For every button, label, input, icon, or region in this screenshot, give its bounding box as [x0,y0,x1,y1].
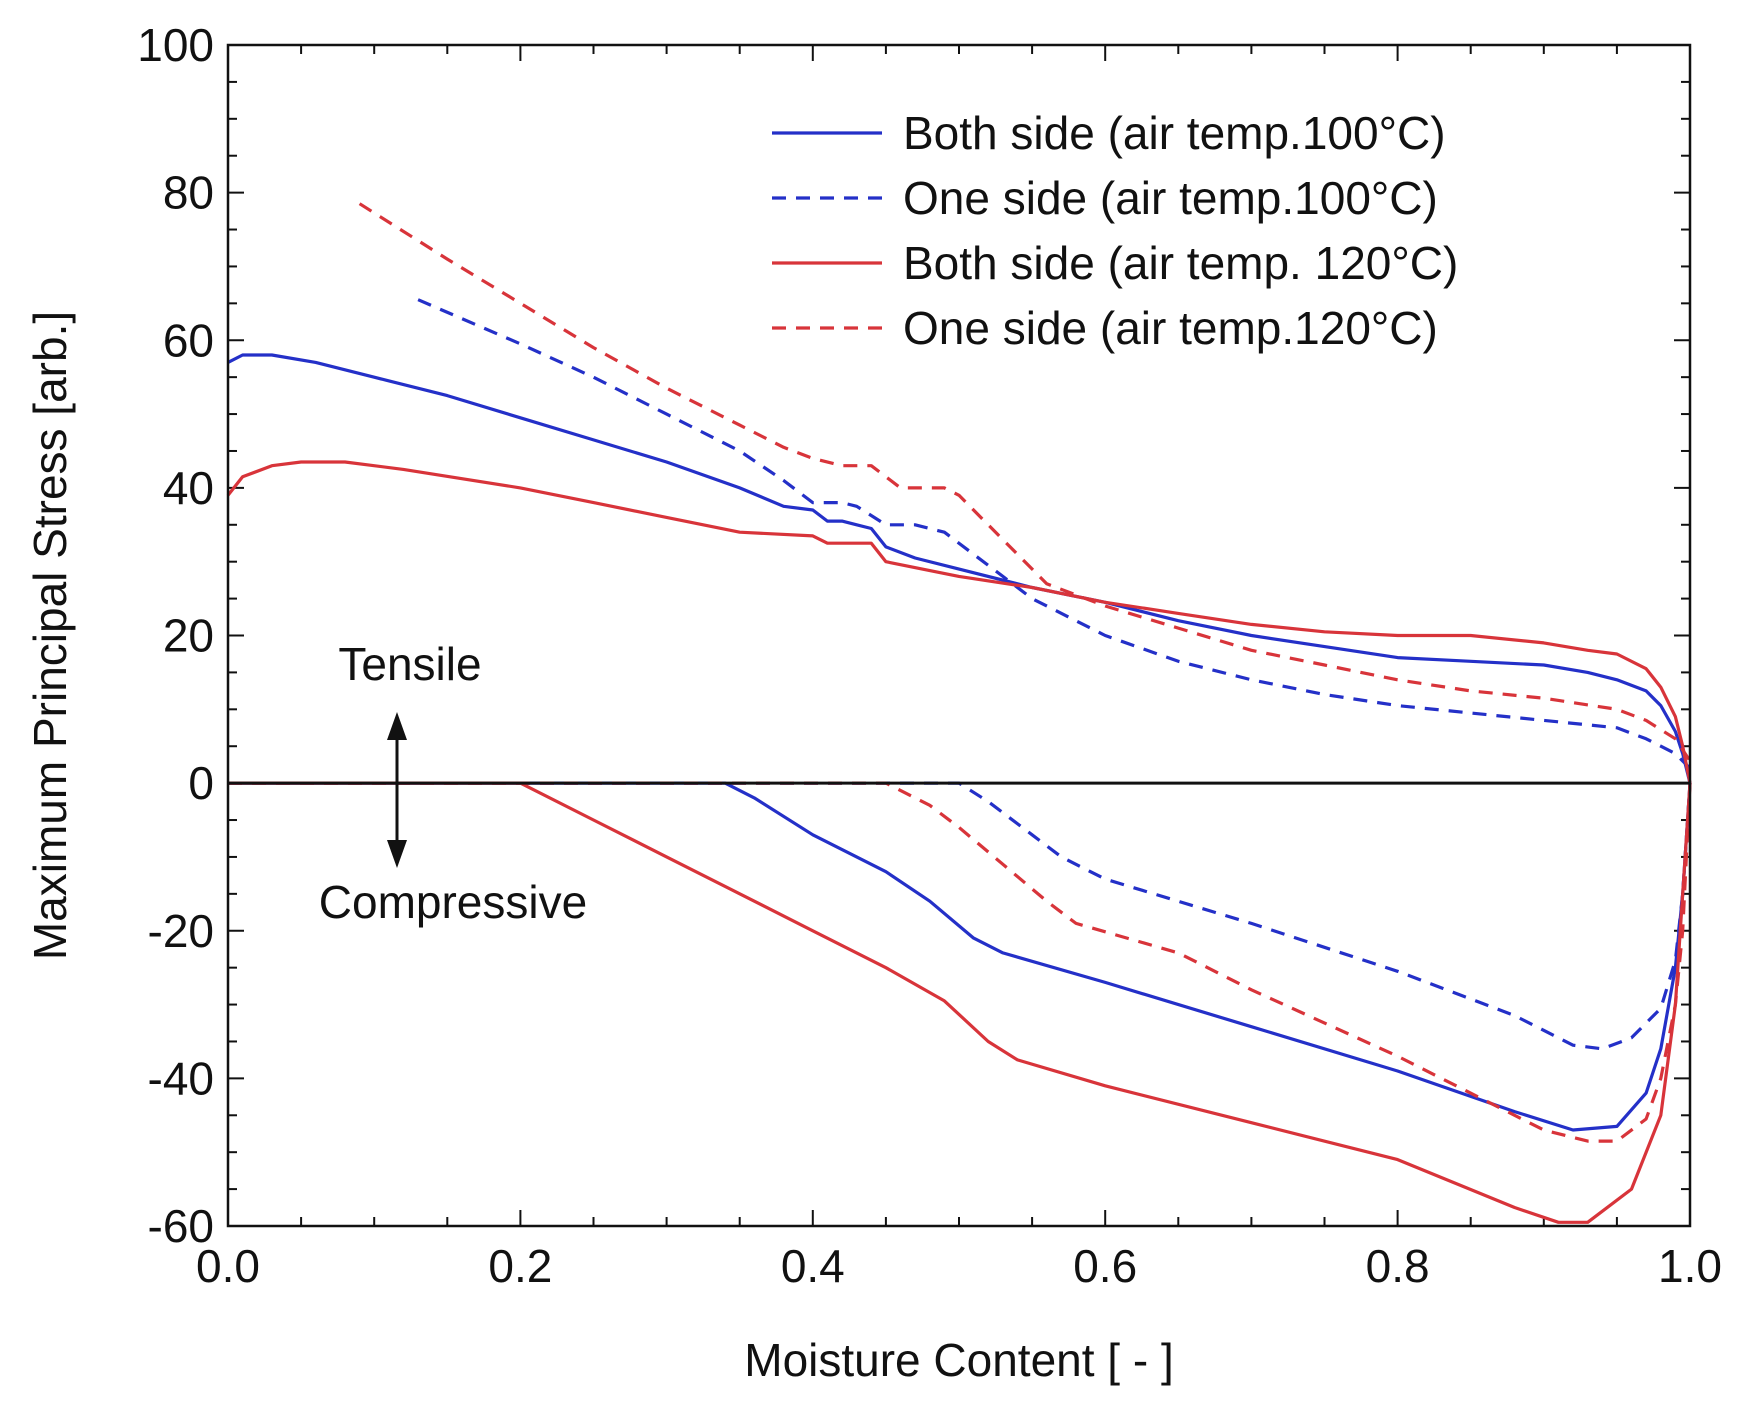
series-line-one-side-air-temp-100-c [417,298,1692,770]
legend-label: One side (air temp.120°C) [903,302,1438,354]
y-tick-label: 100 [137,19,214,71]
x-tick-label: 1.0 [1658,1240,1722,1292]
series-line-both-side-air-temp-100-c-compressive [228,781,1692,1132]
x-tick-label: 0.0 [196,1240,260,1292]
x-tick-label: 0.4 [781,1240,845,1292]
stress-direction-annotation: Tensile Compressive [319,638,587,928]
tick-marks [227,44,1691,1227]
series-layer [226,202,1692,1224]
x-tick-label: 0.2 [488,1240,552,1292]
arrow-down-icon [387,840,407,868]
legend-item: Both side (air temp. 120°C) [772,237,1458,289]
tensile-label: Tensile [338,638,481,690]
y-tick-label: 80 [163,167,214,219]
tick-labels: 0.0 0.2 0.4 0.6 0.8 1.0 -60 -40 -20 0 20 40 60 80 100 [137,19,1722,1292]
legend-label: Both side (air temp. 120°C) [903,237,1458,289]
legend-label: One side (air temp.100°C) [903,172,1438,224]
y-tick-label: 20 [163,610,214,662]
y-tick-label: -40 [148,1052,214,1104]
arrow-up-icon [387,712,407,740]
legend-item: Both side (air temp.100°C) [772,107,1446,159]
y-tick-label: 40 [163,462,214,514]
y-tick-label: 60 [163,314,214,366]
legend-item: One side (air temp.100°C) [772,172,1438,224]
legend-label: Both side (air temp.100°C) [903,107,1446,159]
series-line-both-side-air-temp-120-c-compressive [228,781,1692,1224]
series-line-one-side-air-temp-120-c [358,202,1692,762]
y-axis-label: Maximum Principal Stress [arb.] [24,311,76,960]
y-tick-label: 0 [188,757,214,809]
x-tick-label: 0.8 [1366,1240,1430,1292]
compressive-label: Compressive [319,876,587,928]
series-line-one-side-air-temp-100-c-compressive [228,781,1692,1051]
x-tick-label: 0.6 [1073,1240,1137,1292]
plot-frame [226,43,1692,1228]
series-line-one-side-air-temp-120-c-compressive [228,781,1692,1143]
x-axis-label: Moisture Content [ - ] [744,1334,1174,1386]
legend: Both side (air temp.100°C) One side (air … [772,107,1458,354]
legend-item: One side (air temp.120°C) [772,302,1438,354]
y-tick-label: -60 [148,1200,214,1252]
y-tick-label: -20 [148,905,214,957]
series-line-both-side-air-temp-100-c [227,353,1692,784]
series-line-both-side-air-temp-120-c [226,460,1692,784]
